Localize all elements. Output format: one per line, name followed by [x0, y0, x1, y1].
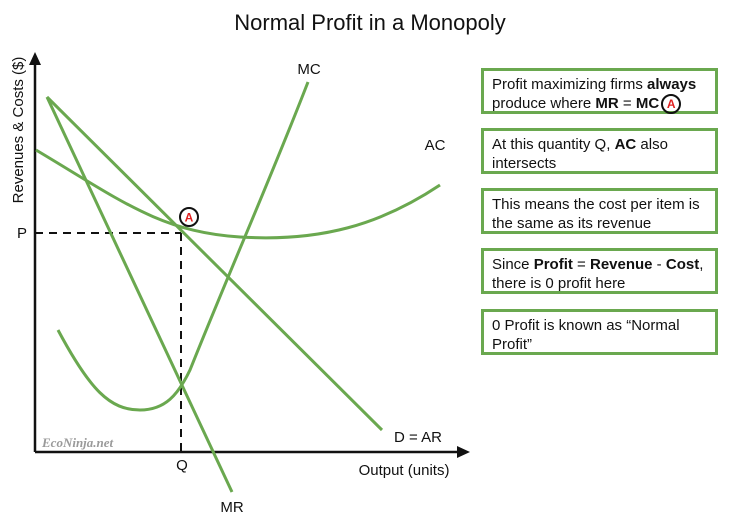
mc-curve: [56, 81, 310, 412]
mr-curve: [45, 96, 234, 493]
page-title: Normal Profit in a Monopoly: [234, 10, 505, 35]
point-a-marker: [179, 207, 199, 227]
mc-label: MC: [297, 61, 320, 78]
point-a-label: A: [185, 211, 194, 225]
ac-label: AC: [425, 137, 446, 154]
watermark: EcoNinja.net: [41, 435, 114, 450]
note-zero-profit: Since Profit = Revenue - Cost, there is …: [481, 248, 718, 294]
note-cost-equals-revenue: This means the cost per item is the same…: [481, 188, 718, 234]
y-axis-arrow-icon: [29, 52, 41, 65]
note-normal-profit: 0 Profit is known as “Normal Profit”: [481, 309, 718, 355]
note-profit-maximizing: Profit maximizing firms always produce w…: [481, 68, 718, 115]
p-label: P: [17, 225, 27, 242]
ac-curve: [35, 148, 441, 240]
note-ac-intersects: At this quantity Q, AC also intersects: [481, 128, 718, 174]
point-a-badge-icon: A: [661, 94, 682, 115]
demand-label: D = AR: [394, 429, 442, 446]
y-axis-label: Revenues & Costs ($): [10, 57, 27, 204]
x-axis-label: Output (units): [359, 462, 450, 479]
demand-curve: [45, 95, 384, 432]
x-axis-arrow-icon: [457, 446, 470, 458]
q-label: Q: [176, 457, 188, 474]
mr-label: MR: [220, 499, 243, 516]
